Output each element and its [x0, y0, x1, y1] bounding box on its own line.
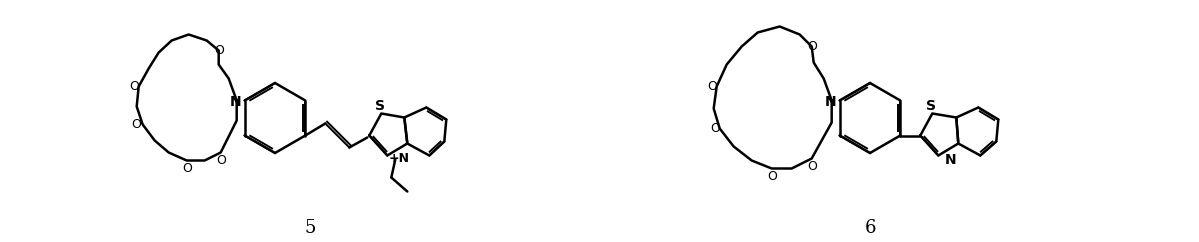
Text: N: N — [825, 94, 837, 108]
Text: O: O — [131, 118, 140, 131]
Text: N: N — [230, 94, 241, 108]
Text: O: O — [213, 44, 224, 57]
Text: S: S — [927, 98, 936, 113]
Text: O: O — [807, 160, 817, 174]
Text: O: O — [182, 162, 192, 175]
Text: 6: 6 — [864, 219, 875, 237]
Text: S: S — [375, 98, 385, 113]
Text: O: O — [710, 122, 719, 135]
Text: O: O — [707, 80, 717, 93]
Text: O: O — [128, 80, 139, 93]
Text: O: O — [807, 40, 817, 53]
Text: +N: +N — [388, 152, 410, 165]
Text: O: O — [766, 171, 777, 183]
Text: O: O — [216, 154, 225, 167]
Text: N: N — [945, 153, 956, 167]
Text: 5: 5 — [305, 219, 315, 237]
